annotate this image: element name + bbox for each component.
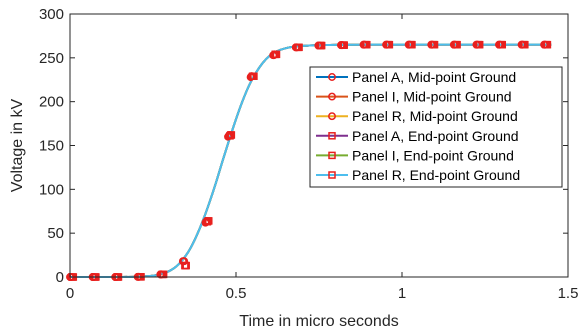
legend-box: [309, 66, 563, 188]
legend-entry: Panel R, End-point Ground: [316, 167, 520, 183]
legend-label: Panel R, Mid-point Ground: [352, 108, 518, 124]
data-point: [475, 40, 484, 49]
y-tick-label: 300: [39, 6, 64, 23]
data-point: [295, 43, 303, 52]
legend: Panel A, Mid-point Ground Panel I, Mid-po…: [309, 66, 563, 188]
x-tick-label: 1: [398, 285, 406, 302]
y-tick-label: 150: [39, 138, 64, 155]
data-point: [317, 41, 326, 50]
legend-marker: [328, 112, 336, 121]
data-point: [363, 40, 371, 49]
y-axis-label: Voltage in kV: [9, 98, 26, 192]
legend-entry: Panel I, End-point Ground: [316, 147, 514, 163]
legend-entry: Panel R, Mid-point Ground: [316, 108, 518, 124]
data-point: [453, 40, 461, 49]
y-tick-label: 200: [39, 94, 64, 111]
y-axis-ticks: 0 50 100 150 200 250 300: [39, 6, 568, 286]
data-point: [385, 40, 394, 49]
legend-label: Panel A, End-point Ground: [352, 128, 519, 144]
y-tick-label: 50: [47, 225, 64, 242]
legend-marker: [328, 132, 336, 140]
legend-label: Panel I, Mid-point Ground: [352, 89, 512, 105]
legend-marker: [328, 151, 336, 160]
data-point: [543, 40, 552, 49]
data-point: [498, 40, 507, 49]
x-tick-label: 1.5: [558, 285, 579, 302]
x-axis-label: Time in micro seconds: [239, 313, 398, 330]
legend-label: Panel I, End-point Ground: [352, 147, 514, 163]
x-tick-label: 0: [66, 285, 74, 302]
data-point: [408, 40, 416, 49]
legend-marker: [328, 171, 336, 179]
legend-label: Panel R, End-point Ground: [352, 167, 520, 183]
legend-entry: Panel I, Mid-point Ground: [316, 89, 512, 105]
data-point: [272, 50, 281, 59]
data-point: [521, 40, 529, 49]
x-tick-label: 0.5: [226, 285, 247, 302]
legend-entry: Panel A, Mid-point Ground: [316, 69, 516, 85]
data-point: [227, 131, 236, 139]
y-tick-label: 100: [39, 181, 64, 198]
data-point: [340, 41, 348, 49]
data-point: [430, 40, 439, 49]
data-point: [180, 257, 189, 266]
data-point: [250, 72, 258, 80]
data-point: [182, 261, 190, 270]
y-tick-label: 0: [56, 269, 64, 286]
y-tick-label: 250: [39, 50, 64, 67]
plot-markers: [66, 40, 552, 281]
legend-label: Panel A, Mid-point Ground: [352, 69, 516, 85]
legend-entry: Panel A, End-point Ground: [316, 128, 519, 144]
legend-marker: [328, 73, 336, 81]
data-point: [205, 217, 213, 225]
x-axis-ticks: 0 0.5 1 1.5: [66, 14, 579, 302]
legend-marker: [328, 92, 336, 101]
